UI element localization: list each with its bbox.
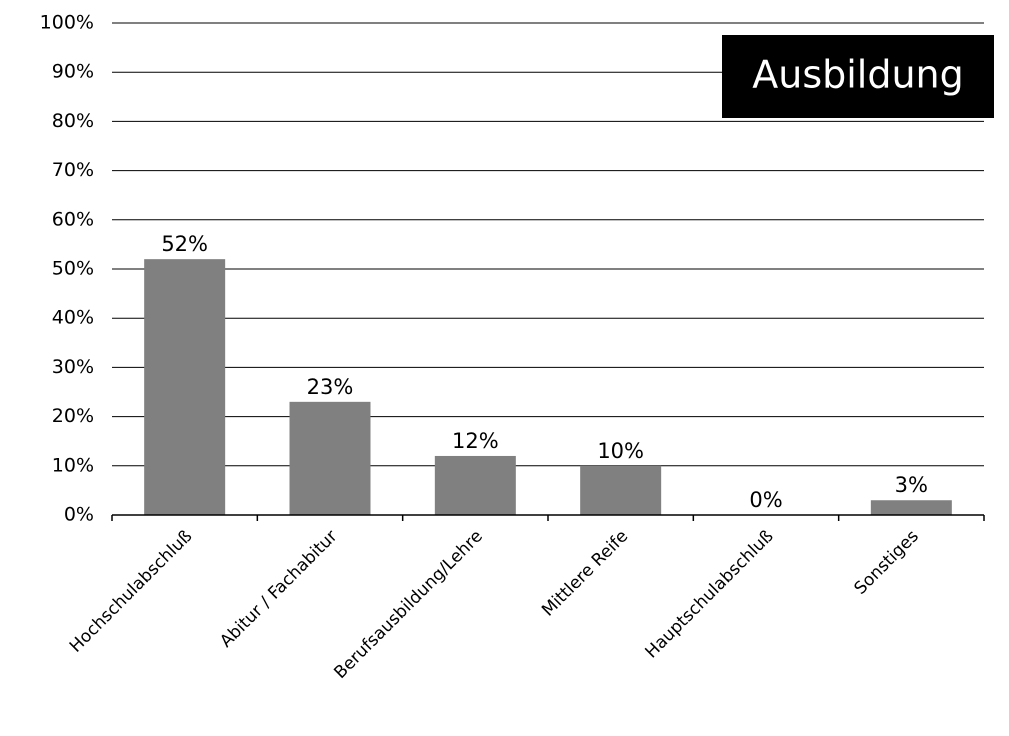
- x-category-label: Sonstiges: [851, 526, 923, 598]
- data-label: 0%: [749, 488, 782, 512]
- x-category-label: Hauptschulabschluß: [642, 526, 778, 662]
- y-axis-tick-labels: 0% 10% 20% 30% 40% 50% 60% 70% 80% 90% 100%: [40, 12, 94, 526]
- x-category-label: Abitur / Fachabitur: [216, 526, 341, 651]
- data-label: 52%: [161, 232, 208, 256]
- chart-title: Ausbildung: [752, 53, 964, 97]
- data-label: 23%: [307, 375, 354, 399]
- y-tick-label: 20%: [52, 405, 94, 427]
- x-category-label: Berufsausbildung/Lehre: [330, 526, 487, 683]
- y-tick-label: 0%: [64, 504, 94, 526]
- gridlines: [112, 22, 984, 467]
- chart-title-background: [722, 35, 994, 118]
- y-tick-label: 40%: [52, 307, 94, 329]
- bars: [144, 259, 952, 515]
- data-label: 10%: [597, 439, 644, 463]
- x-category-label: Mittlere Reife: [538, 526, 632, 620]
- y-tick-label: 10%: [52, 454, 94, 476]
- x-axis: [111, 514, 985, 521]
- y-tick-label: 30%: [52, 356, 94, 378]
- data-labels: 52% 23% 12% 10% 0% 3%: [161, 232, 928, 512]
- bar: [434, 455, 516, 515]
- x-category-label: Hochschulabschluß: [66, 526, 196, 656]
- x-axis-category-labels: Hochschulabschluß Abitur / FachabiturBeru…: [66, 526, 923, 683]
- y-tick-label: 90%: [52, 61, 94, 83]
- bar: [144, 259, 226, 515]
- data-label: 3%: [895, 473, 928, 497]
- bar: [580, 465, 662, 515]
- bar: [289, 401, 371, 515]
- chart-title-box: Ausbildung: [722, 35, 994, 118]
- y-tick-label: 60%: [52, 208, 94, 230]
- y-tick-label: 70%: [52, 159, 94, 181]
- y-tick-label: 50%: [52, 258, 94, 280]
- data-label: 12%: [452, 429, 499, 453]
- y-tick-label: 80%: [52, 110, 94, 132]
- y-tick-label: 100%: [40, 12, 94, 34]
- bar: [870, 500, 952, 515]
